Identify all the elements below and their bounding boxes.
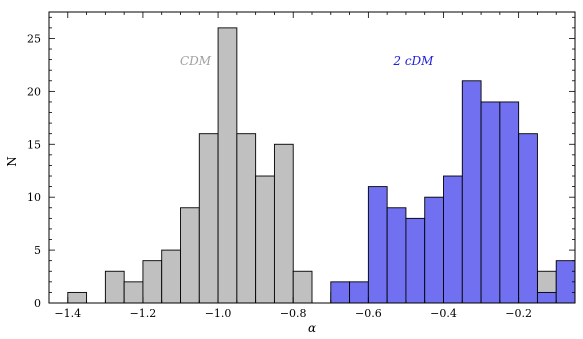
cdm-bar-2 (104, 270, 125, 304)
cdm-bar-12 (292, 270, 313, 304)
y-tick-label: 5 (34, 244, 41, 257)
cdm2-bar-10 (518, 133, 538, 304)
cdm-bar-11 (273, 143, 294, 304)
y-tick-label: 10 (27, 191, 41, 204)
y-tick-label: 25 (27, 32, 41, 45)
x-tick-label: −0.6 (355, 307, 382, 320)
cdm-bar-10 (255, 175, 275, 304)
cdm2-bar-7 (461, 80, 482, 304)
cdm-bar-5 (161, 249, 181, 304)
x-tick-label: −0.4 (430, 307, 457, 320)
x-tick-label: −1.4 (54, 307, 81, 320)
cdm-series (67, 27, 557, 304)
cdm2-bar-5 (424, 196, 444, 304)
cdm-bar-9 (236, 133, 257, 304)
x-tick-label: −1.0 (205, 307, 232, 320)
cdm2-bar-9 (499, 101, 520, 304)
x-tick-label: −0.8 (280, 307, 307, 320)
series-annotation-0: CDM (180, 54, 212, 68)
cdm2-bar-4 (405, 217, 426, 304)
cdm-bar-7 (198, 133, 219, 304)
cdm-bar-4 (142, 260, 163, 304)
cdm2-bar-8 (480, 101, 501, 304)
cdm-bar-6 (180, 207, 200, 304)
x-tick-label: −0.2 (505, 307, 532, 320)
x-tick-label: −1.2 (130, 307, 157, 320)
y-axis-label: N (5, 156, 19, 167)
axis-tick-labels: −1.4 −1.2 −1.0 −0.8 −0.6 −0.4 −0.2 0 5 10 15 20 25 (27, 32, 532, 320)
y-tick-label: 0 (34, 297, 41, 310)
cdm2-bar-2 (367, 186, 388, 304)
cdm2-bar-11 (536, 291, 557, 304)
series-annotations: CDM 2 cDM (180, 54, 434, 68)
cdm-bar-3 (123, 281, 144, 304)
cdm2-bar-1 (349, 281, 369, 304)
y-tick-label: 20 (27, 85, 41, 98)
cdm2-bar-3 (386, 207, 407, 304)
x-axis-label: α (308, 321, 316, 335)
cdm2-bar-0 (330, 281, 351, 304)
2cdm-series (330, 80, 576, 304)
series-annotation-1: 2 cDM (392, 54, 434, 68)
cdm2-bar-6 (443, 175, 463, 304)
cdm-bar-0 (67, 291, 88, 304)
cdm-bar-8 (217, 27, 238, 304)
axis-ticks (48, 12, 576, 304)
y-tick-label: 15 (27, 138, 41, 151)
